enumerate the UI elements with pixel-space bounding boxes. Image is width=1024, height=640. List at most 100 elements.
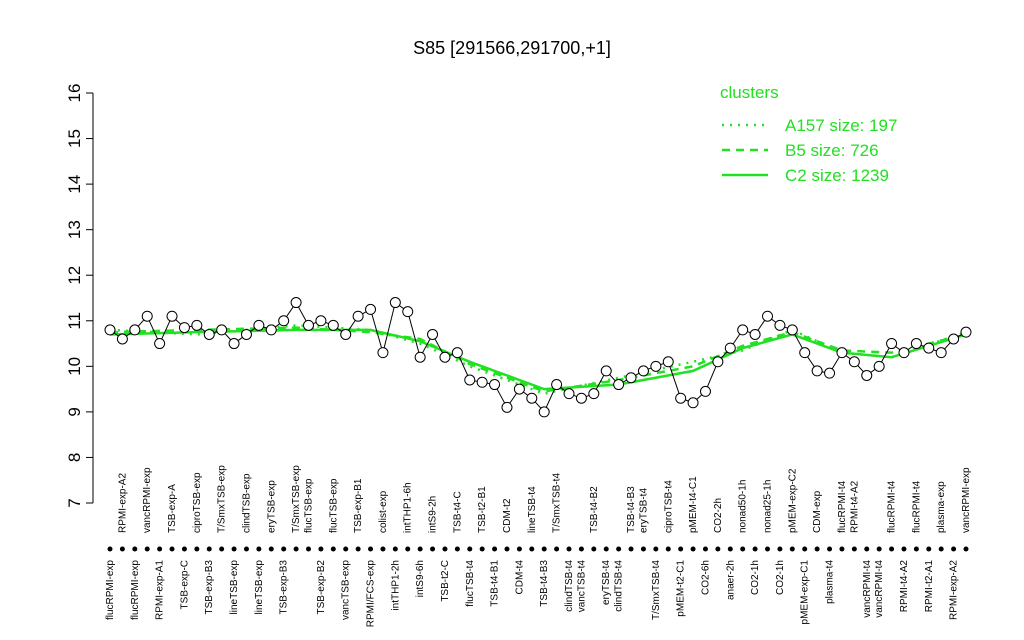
sample-point <box>538 406 550 418</box>
sample-point <box>389 297 401 309</box>
sample-point <box>613 379 625 391</box>
sample-dot <box>243 546 249 552</box>
sample-dot <box>380 546 386 552</box>
sample-point <box>352 310 364 322</box>
sample-point <box>104 324 116 336</box>
sample-dot <box>827 546 833 552</box>
sample-dot <box>554 546 560 552</box>
sample-dot <box>715 546 721 552</box>
x-tick-label: anaer-2h <box>725 560 736 600</box>
x-tick-label: TSB-exp-B2 <box>316 560 327 615</box>
sample-point <box>762 310 774 322</box>
x-tick-label: TSB-exp-C <box>179 560 190 609</box>
sample-point <box>675 392 687 404</box>
sample-dot <box>963 546 969 552</box>
sample-dot <box>144 546 150 552</box>
sample-dot <box>678 546 684 552</box>
sample-point <box>848 356 860 368</box>
sample-dot <box>181 546 187 552</box>
sample-dot <box>851 546 857 552</box>
sample-point <box>141 310 153 322</box>
sample-point <box>154 338 166 350</box>
sample-point <box>228 338 240 350</box>
y-tick-label: 10 <box>65 357 84 376</box>
sample-dot <box>454 546 460 552</box>
x-tick-label: T/SmxTSB-t4 <box>552 473 563 533</box>
sample-dot <box>938 546 944 552</box>
x-tick-label: vancRPMI-exp <box>961 467 972 533</box>
x-tick-label: nonad25-1h <box>763 480 774 533</box>
sample-point <box>265 324 277 336</box>
x-tick-label: flucRPMI-t4 <box>911 480 922 533</box>
sample-point <box>377 347 389 359</box>
x-tick-label: CDM-exp <box>812 490 823 533</box>
x-tick-label: colist-exp <box>378 490 389 533</box>
x-tick-label: eryTSB-t4 <box>638 488 649 533</box>
sample-dot <box>566 546 572 552</box>
sample-point <box>712 356 724 368</box>
sample-point <box>240 328 252 340</box>
sample-dot <box>132 546 138 552</box>
sample-dot <box>603 546 609 552</box>
sample-dot <box>119 546 125 552</box>
sample-point <box>873 360 885 372</box>
sample-point <box>427 328 439 340</box>
sample-point <box>861 369 873 381</box>
x-tick-label: TSB-exp-B3 <box>204 560 215 615</box>
sample-dot <box>479 546 485 552</box>
x-tick-label: plasma-exp <box>936 481 947 533</box>
sample-dot <box>318 546 324 552</box>
x-tick-label: flucTSB-t4 <box>465 560 476 607</box>
sample-point <box>724 342 736 354</box>
sample-point <box>476 376 488 388</box>
sample-point <box>786 324 798 336</box>
chart-title: S85 [291566,291700,+1] <box>413 38 611 58</box>
sample-dot <box>864 546 870 552</box>
sample-dot <box>702 546 708 552</box>
y-tick-label: 16 <box>65 84 84 103</box>
x-tick-label: T/SmxTSB-t4 <box>651 560 662 620</box>
legend-label: B5 size: 726 <box>785 141 879 160</box>
x-tick-label: intS9-6h <box>415 560 426 597</box>
sample-point <box>439 351 451 363</box>
sample-dot <box>926 546 932 552</box>
y-tick-label: 7 <box>65 498 84 507</box>
sample-point <box>551 379 563 391</box>
sample-point <box>650 360 662 372</box>
sample-line <box>109 301 967 413</box>
y-tick-label: 9 <box>65 407 84 416</box>
x-tick-label: lineTSB-exp <box>229 560 240 615</box>
sample-point <box>836 347 848 359</box>
sample-point <box>799 347 811 359</box>
x-tick-label: pMEM-t4-C1 <box>688 476 699 533</box>
x-tick-label: T/SmxTSB-exp <box>291 465 302 533</box>
sample-dot <box>430 546 436 552</box>
x-tick-label: clindTSB-t4 <box>614 560 625 612</box>
x-tick-label: pMEM-t2-C1 <box>676 560 687 617</box>
sample-point <box>699 385 711 397</box>
x-tick-label: RPMI-exp-A1 <box>155 560 166 620</box>
sample-dot <box>442 546 448 552</box>
sample-dot <box>640 546 646 552</box>
sample-dot <box>616 546 622 552</box>
sample-point <box>501 401 513 413</box>
sample-dot <box>752 546 758 552</box>
x-tick-label: intTHP1-6h <box>403 482 414 533</box>
sample-point <box>402 306 414 318</box>
x-tick-label: ciproTSB-exp <box>192 472 203 533</box>
sample-dot <box>727 546 733 552</box>
sample-dot <box>492 546 498 552</box>
sample-dot <box>653 546 659 552</box>
x-tick-label: plasma-t4 <box>825 560 836 604</box>
x-tick-label: TSB-exp-B3 <box>279 560 290 615</box>
y-tick-label: 11 <box>65 312 84 330</box>
sample-point <box>960 326 972 338</box>
x-tick-label: TSB-t4-B2 <box>589 486 600 533</box>
x-tick-label: TSB-t4-B1 <box>490 560 501 607</box>
x-tick-label: CO2-1h <box>750 560 761 595</box>
x-tick-label: RPMI-t2-A1 <box>924 560 935 613</box>
sample-point <box>662 356 674 368</box>
sample-dot <box>392 546 398 552</box>
sample-point <box>414 351 426 363</box>
sample-dot <box>814 546 820 552</box>
